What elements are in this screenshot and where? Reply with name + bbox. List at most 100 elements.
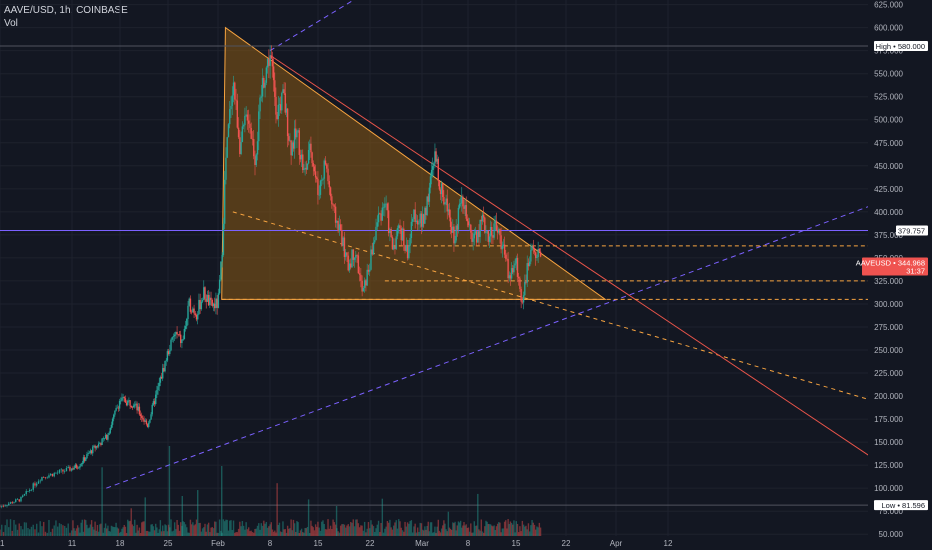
volume-bar <box>400 527 402 536</box>
candle-body <box>249 123 251 128</box>
volume-bar <box>151 524 153 536</box>
volume-bar <box>172 530 175 536</box>
candle-body <box>361 280 363 292</box>
candle-body <box>508 275 510 279</box>
volume-bar <box>264 523 266 536</box>
volume-bar <box>406 522 409 536</box>
candle-body <box>439 189 442 195</box>
candle-body <box>488 236 491 242</box>
candle-body <box>184 326 187 329</box>
candle-body <box>528 261 531 267</box>
candle-body <box>279 104 282 111</box>
volume-bar <box>365 532 367 536</box>
volume-bar <box>152 526 155 536</box>
candle-body <box>472 238 474 242</box>
y-tick-label: 100.000 <box>874 484 903 493</box>
volume-bar <box>363 521 366 536</box>
candle-body <box>188 298 190 306</box>
candle-body <box>404 245 406 251</box>
candle-body <box>462 196 464 207</box>
volume-bar <box>216 532 218 536</box>
candle-body <box>510 268 513 279</box>
volume-bar <box>361 525 363 536</box>
volume-bar <box>314 524 317 536</box>
volume-bar <box>488 524 491 536</box>
candle-body <box>478 231 480 237</box>
orange-dashed-trend <box>232 211 905 411</box>
volume-bar <box>218 519 221 536</box>
volume-bar <box>39 521 41 536</box>
volume-bar <box>527 523 530 536</box>
volume-spike <box>221 466 223 536</box>
volume-bar <box>258 523 260 536</box>
candle-body <box>389 229 391 234</box>
candle-body <box>223 179 226 224</box>
candle-body <box>193 308 195 314</box>
volume-bar <box>449 528 452 536</box>
candle-body <box>205 298 207 302</box>
candle-body <box>456 225 458 230</box>
volume-bar <box>158 529 160 536</box>
candle-body <box>290 140 292 156</box>
volume-bar <box>200 531 203 536</box>
candle-body <box>445 198 447 203</box>
volume-bar <box>369 528 371 536</box>
candle-body <box>390 229 392 238</box>
candle-body <box>278 104 281 105</box>
candle-body <box>521 301 524 303</box>
candle-body <box>282 89 284 93</box>
volume-bar <box>509 521 512 536</box>
candle-body <box>11 502 13 504</box>
candle-body <box>177 334 179 335</box>
volume-bar <box>210 527 212 536</box>
candle-body <box>392 246 395 250</box>
candle-body <box>435 151 437 162</box>
candle-body <box>507 258 509 279</box>
candle-body <box>110 424 113 428</box>
candle-body <box>172 336 175 338</box>
volume-bar <box>260 523 263 536</box>
candle-body <box>88 452 90 454</box>
volume-bar <box>65 527 68 536</box>
volume-bar <box>442 525 444 536</box>
current-price-tag-bg <box>862 257 928 276</box>
candle-body <box>186 318 188 327</box>
volume-bar <box>458 522 461 536</box>
volume-bar <box>519 526 521 536</box>
x-tick-label: 25 <box>164 539 173 548</box>
candle-body <box>51 473 54 477</box>
candle-body <box>467 221 470 226</box>
y-tick-label: 375.000 <box>874 231 903 240</box>
candle-body <box>374 240 376 243</box>
volume-bar <box>127 519 129 536</box>
candle-body <box>90 450 93 454</box>
triangle-pattern <box>221 26 607 300</box>
volume-bar <box>376 524 378 536</box>
volume-bar <box>2 531 5 536</box>
volume-bar <box>457 521 460 536</box>
volume-bar <box>532 522 534 536</box>
candle-body <box>63 471 66 472</box>
candle-body <box>134 404 136 406</box>
current-price-tag-text: 31:37 <box>906 267 925 276</box>
volume-bar <box>275 532 277 536</box>
volume-bar <box>123 524 125 536</box>
candle-body <box>495 220 498 231</box>
volume-bar <box>352 519 354 536</box>
volume-bar <box>207 522 210 536</box>
volume-bar <box>500 532 502 536</box>
volume-bar <box>235 532 237 536</box>
volume-bar <box>4 525 6 536</box>
level-price-tag-text: 379.757 <box>898 226 925 235</box>
volume-bar <box>322 520 324 536</box>
candle-body <box>201 300 204 302</box>
volume-bar <box>521 520 524 536</box>
volume-bar <box>230 520 232 536</box>
candle-body <box>13 502 15 504</box>
candle-body <box>522 295 525 303</box>
candle-body <box>198 299 200 315</box>
candle-body <box>418 223 420 225</box>
volume-indicator-label[interactable]: Vol <box>4 18 18 29</box>
candle-body <box>173 334 176 337</box>
